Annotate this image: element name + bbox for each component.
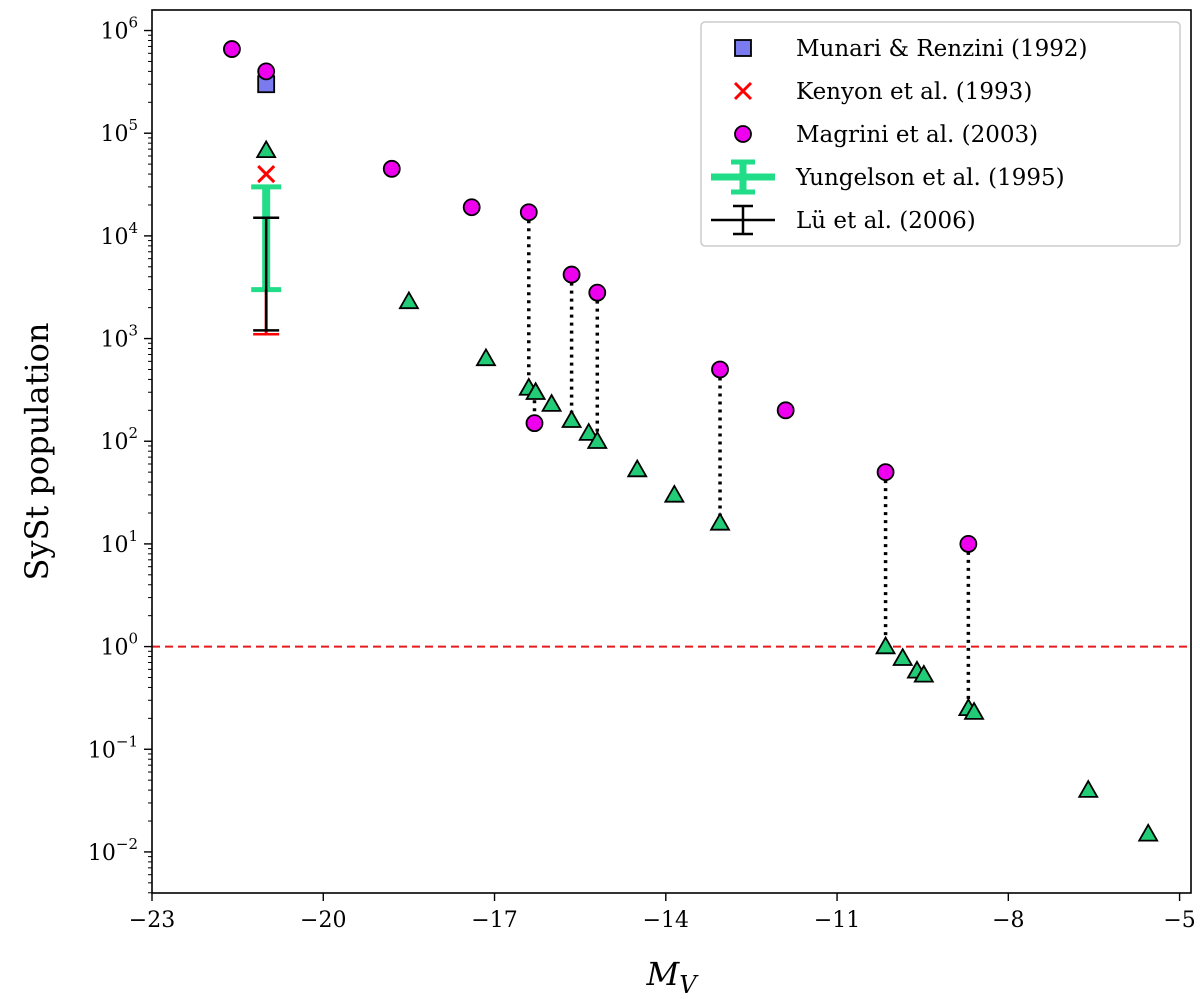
legend-marker-square [734, 39, 752, 57]
y-tick-label: 101 [100, 527, 138, 558]
data-point-circle [462, 198, 481, 217]
data-point-triangle [1137, 823, 1159, 842]
data-point-triangle [913, 664, 935, 683]
data-point-circle [588, 283, 607, 302]
legend-label: Magrini et al. (2003) [796, 122, 1038, 148]
data-point-triangle [255, 139, 277, 159]
y-tick-label: 10−2 [88, 835, 138, 866]
legend-entry: Yungelson et al. (1995) [711, 159, 1065, 195]
legend-label: Lü et al. (2006) [796, 208, 976, 234]
data-point-triangle [709, 512, 731, 531]
legend-marker-x [733, 81, 753, 101]
y-tick-label: 104 [100, 219, 138, 250]
data-point-circle [223, 40, 241, 58]
data-point-triangle [578, 422, 600, 441]
x-tick-label: −20 [300, 908, 346, 933]
legend-label: Yungelson et al. (1995) [795, 165, 1065, 191]
data-point-circle [519, 203, 538, 222]
y-tick-label: 106 [100, 14, 138, 45]
x-tick-label: −11 [814, 908, 860, 933]
x-axis-label: MV [645, 955, 699, 999]
data-point-triangle [875, 635, 897, 655]
y-tick-label: 102 [100, 424, 138, 455]
data-point-triangle [663, 484, 685, 503]
data-point-x-stroke-2 [257, 165, 276, 184]
data-point-circle [525, 414, 544, 433]
data-point-circle [776, 401, 795, 420]
data-point-triangle [1077, 779, 1099, 798]
legend-label: Munari & Renzini (1992) [796, 36, 1088, 62]
data-point-circle [562, 265, 581, 284]
data-point-circle [959, 535, 978, 553]
x-tick-label: −23 [129, 908, 175, 933]
data-point-circle [257, 62, 276, 81]
y-tick-label: 10−1 [88, 732, 138, 763]
x-tick-label: −17 [471, 908, 517, 933]
legend-label: Kenyon et al. (1993) [796, 79, 1032, 105]
data-point-triangle [892, 647, 914, 666]
y-axis-label: SySt population [18, 322, 56, 580]
x-tick-label: −14 [643, 908, 689, 933]
legend-marker-circle [734, 125, 752, 143]
data-point-triangle [626, 458, 648, 478]
legend-entry: Kenyon et al. (1993) [733, 79, 1032, 105]
y-tick-label: 100 [100, 630, 138, 661]
data-point-circle [382, 159, 401, 178]
data-point-triangle [963, 701, 985, 720]
legend-box [700, 21, 1181, 247]
y-tick-label: 103 [100, 322, 138, 353]
data-point-circle [711, 360, 729, 379]
data-point-triangle [541, 393, 563, 412]
data-point-triangle [398, 290, 420, 310]
legend-marker-x-stroke-2 [733, 81, 753, 101]
legend-entry: Lü et al. (2006) [711, 204, 976, 236]
data-point-x [257, 165, 276, 184]
x-tick-label: −8 [992, 908, 1024, 933]
legend-entry: Magrini et al. (2003) [734, 122, 1038, 148]
data-point-circle [876, 463, 895, 482]
legend-entry: Munari & Renzini (1992) [734, 36, 1088, 62]
data-point-triangle [586, 430, 608, 449]
x-tick-label: −5 [1163, 908, 1195, 933]
y-tick-label: 105 [100, 116, 138, 147]
data-point-triangle [525, 381, 547, 400]
data-point-triangle [475, 347, 497, 367]
data-point-triangle [561, 409, 583, 428]
